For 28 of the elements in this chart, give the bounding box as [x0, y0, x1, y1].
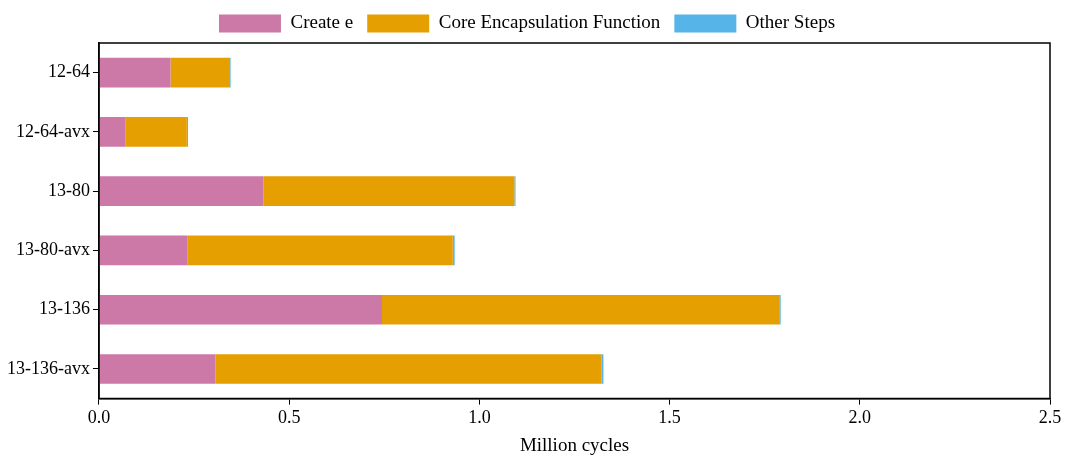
y-tick-label: 12-64-avx — [15, 120, 90, 141]
y-tick-label: 13-80-avx — [15, 239, 90, 260]
bar — [99, 57, 171, 88]
bar — [170, 57, 230, 88]
legend-label: Create e — [290, 11, 354, 33]
legend-label: Other Steps — [745, 11, 836, 33]
bar — [382, 294, 780, 325]
x-tick-label: 2.0 — [848, 407, 872, 428]
y-tick-label: 12-64 — [47, 61, 90, 82]
x-tick-label: 1.5 — [658, 407, 681, 428]
x-axis-title: Million cycles — [519, 433, 630, 455]
y-tick-label: 13-136-avx — [6, 357, 90, 378]
bar — [99, 117, 126, 147]
x-tick-label: 2.5 — [1038, 407, 1062, 428]
bar — [99, 294, 382, 325]
legend-label: Core Encapsulation Function — [438, 11, 661, 33]
bar — [187, 235, 453, 266]
x-tick-label: 1.0 — [468, 407, 491, 428]
y-tick-label: 13-136 — [38, 298, 90, 319]
bar — [215, 354, 602, 384]
x-tick-label: 0.0 — [87, 407, 111, 428]
x-tick-label: 0.5 — [277, 407, 301, 428]
bar — [125, 117, 187, 147]
bar — [99, 176, 264, 206]
y-tick-label: 13-80 — [47, 179, 90, 200]
bar — [263, 176, 515, 206]
bar — [99, 354, 216, 384]
bar — [99, 235, 188, 266]
